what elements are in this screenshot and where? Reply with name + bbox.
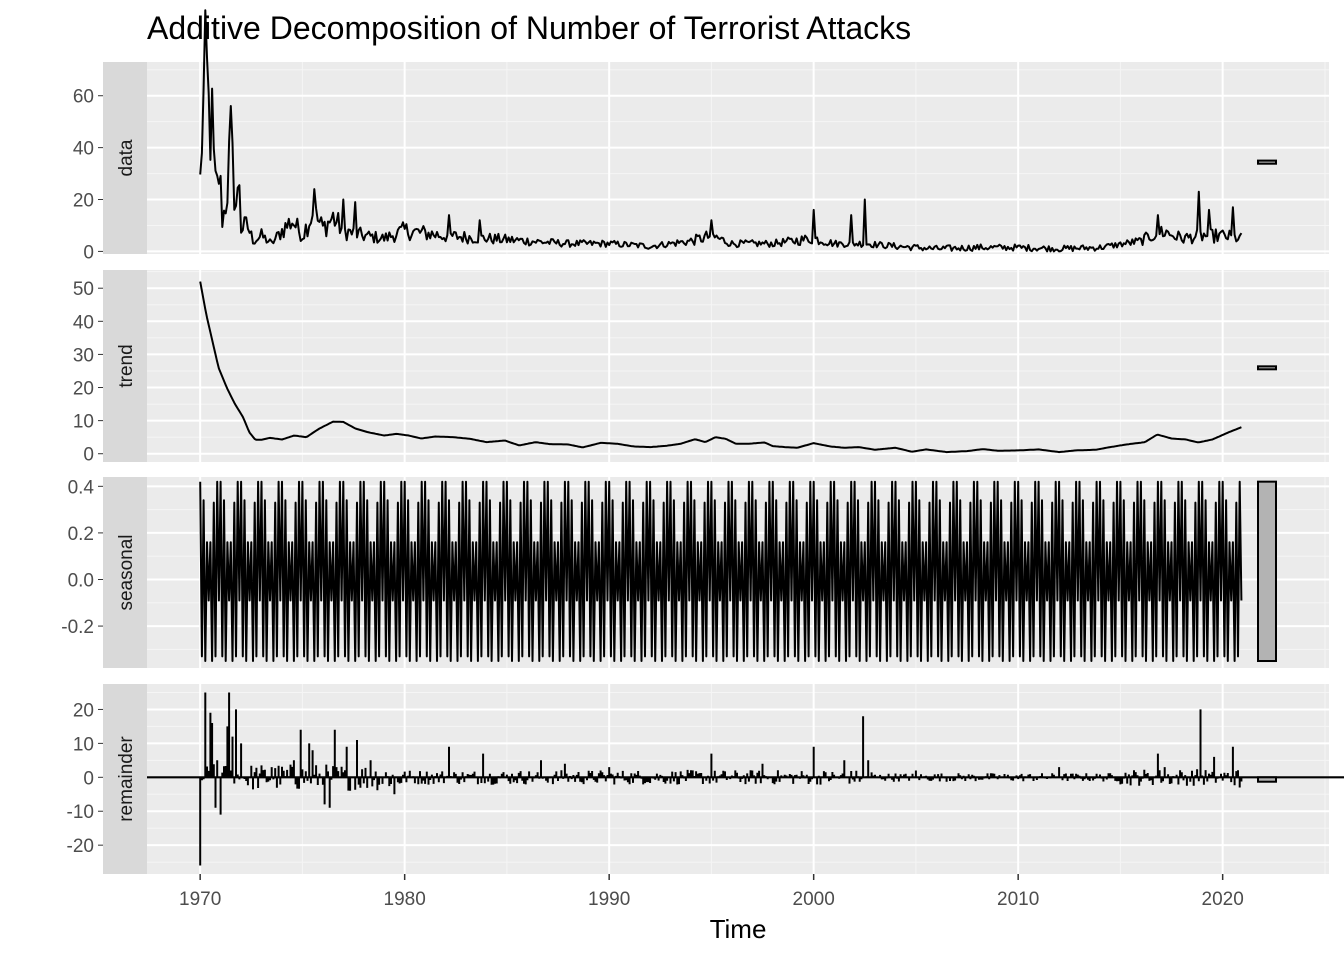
panel-data: data 0 20 40 60 (73, 9, 1329, 263)
y-tick-label: 0.2 (68, 524, 94, 545)
y-tick-label: -20 (67, 836, 94, 857)
strip-label: seasonal (116, 534, 137, 610)
y-tick-label: 0 (83, 768, 94, 789)
y-tick-label: 60 (73, 87, 94, 108)
panel-seasonal: seasonal 0.4 0.2 0.0 -0.2 (61, 477, 1329, 668)
x-tick-label: 1970 (179, 889, 221, 910)
y-tick-label: 20 (73, 379, 94, 400)
x-tick-label: 2020 (1202, 889, 1244, 910)
data-series-line (199, 9, 1243, 253)
y-tick-label: 0.4 (68, 477, 95, 498)
x-tick-label: 1990 (588, 889, 630, 910)
y-tick-label: 20 (73, 191, 94, 212)
panel-background (147, 684, 1329, 874)
y-tick-label: 30 (73, 345, 94, 366)
y-tick-label: 50 (73, 279, 94, 300)
strip-data (103, 62, 147, 254)
x-tick-label: 2000 (793, 889, 835, 910)
remainder-bars (199, 692, 1243, 866)
chart-title: Additive Decomposition of Number of Terr… (147, 10, 911, 46)
y-tick-label: 40 (73, 312, 94, 333)
x-axis: 1970 1980 1990 2000 2010 2020 (179, 874, 1244, 910)
panel-background (147, 270, 1329, 462)
y-tick-label: 10 (73, 412, 94, 433)
y-tick-label: 20 (73, 700, 94, 721)
range-bar (1257, 480, 1277, 663)
strip-label: data (116, 139, 137, 176)
range-bar (1257, 776, 1277, 783)
range-bar (1257, 365, 1277, 371)
y-tick-label: 0.0 (68, 570, 94, 591)
trend-series-line (199, 281, 1242, 454)
y-tick-label: 0 (83, 242, 94, 263)
y-tick-label: -10 (67, 802, 94, 823)
strip-seasonal (103, 477, 147, 668)
strip-label: remainder (116, 736, 137, 822)
facet-panels: data 0 20 40 60 trend 0 10 20 30 40 50 seasonal 0.4 0.… (61, 9, 1344, 874)
y-tick-label: 10 (73, 734, 94, 755)
strip-label: trend (116, 344, 137, 387)
seasonal-series-line (199, 480, 1243, 662)
strip-remainder (103, 684, 147, 874)
panel-trend: trend 0 10 20 30 40 50 (73, 270, 1329, 466)
panel-remainder: remainder 20 10 0 -10 -20 (67, 684, 1344, 874)
y-tick-label: 40 (73, 139, 94, 160)
x-axis-title: Time (710, 914, 767, 944)
y-tick-label: 0 (83, 445, 94, 466)
x-tick-label: 2010 (997, 889, 1039, 910)
range-bar (1257, 159, 1277, 165)
strip-trend (103, 270, 147, 462)
y-tick-label: -0.2 (61, 617, 94, 638)
x-tick-label: 1980 (384, 889, 426, 910)
